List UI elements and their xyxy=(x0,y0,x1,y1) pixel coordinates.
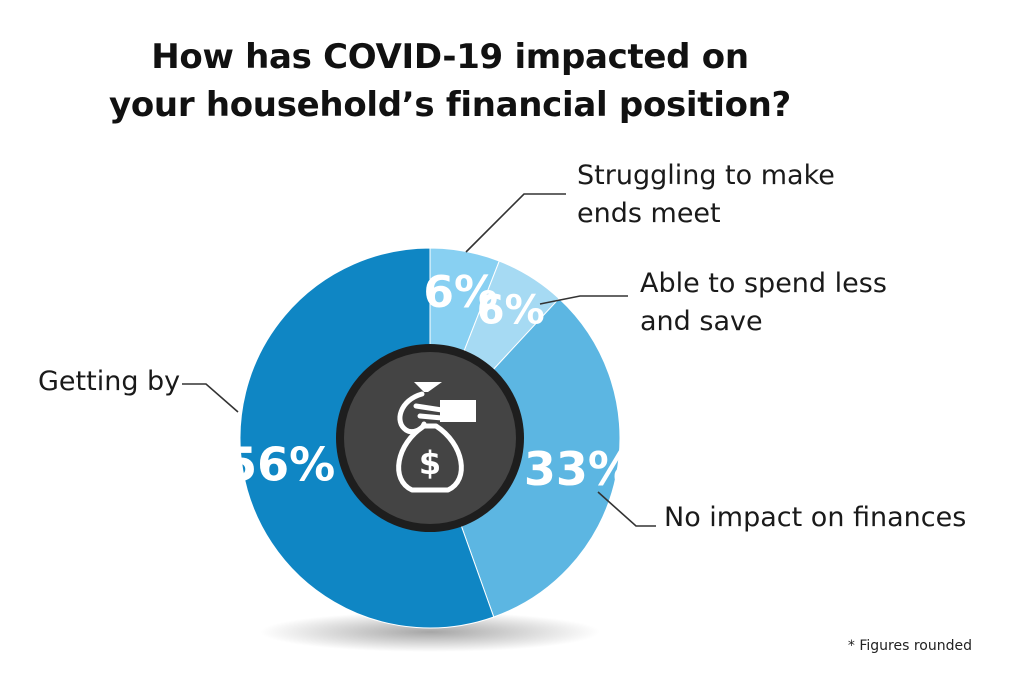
leader-line-spend-less xyxy=(539,295,628,305)
footnote: * Figures rounded xyxy=(847,638,972,654)
label-no-impact: No impact on finances xyxy=(664,502,967,533)
svg-text:$: $ xyxy=(419,444,441,482)
value-label-no-impact: 33% xyxy=(524,442,634,496)
leader-line-getting-by xyxy=(597,491,656,527)
leader-line-no-impact xyxy=(182,383,239,413)
label-struggling-line-2: ends meet xyxy=(577,198,721,229)
label-getting-by: Getting by xyxy=(38,366,181,397)
leader-line-struggling xyxy=(465,193,566,253)
chart-title-line-2: your household’s financial position? xyxy=(109,85,791,125)
value-label-struggling: 6% xyxy=(423,267,498,318)
label-struggling-line-1: Struggling to make xyxy=(577,160,835,191)
value-label-getting-by: 56% xyxy=(225,437,335,491)
chart-title-line-1: How has COVID-19 impacted on xyxy=(151,37,749,77)
value-label-spend-less: 6% xyxy=(477,288,545,334)
center-hole xyxy=(344,352,516,524)
label-spend-less-line-1: Able to spend less xyxy=(640,268,887,299)
chart-shadow xyxy=(260,612,600,652)
money-bag-in-hand-icon: $ xyxy=(396,382,476,493)
label-spend-less-line-2: and save xyxy=(640,306,763,337)
